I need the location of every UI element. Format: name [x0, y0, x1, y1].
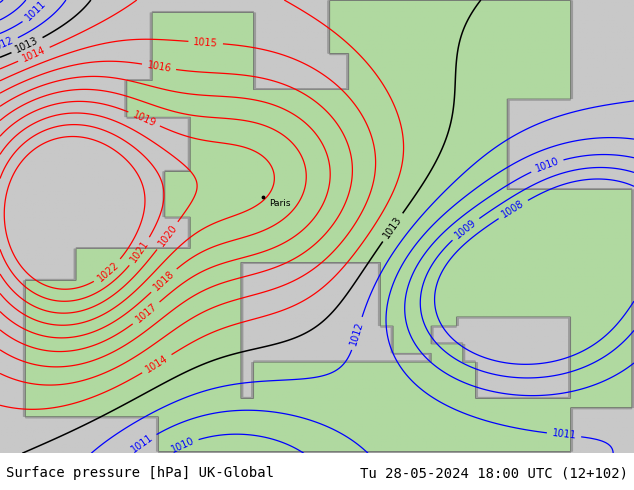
Text: Tu 28-05-2024 18:00 UTC (12+102): Tu 28-05-2024 18:00 UTC (12+102) [359, 466, 628, 481]
Text: 1010: 1010 [169, 436, 196, 455]
Text: 1010: 1010 [534, 156, 560, 174]
Text: 1012: 1012 [349, 320, 365, 347]
Text: Surface pressure [hPa] UK-Global: Surface pressure [hPa] UK-Global [6, 466, 275, 481]
Text: 1013: 1013 [14, 36, 41, 55]
Text: Paris: Paris [269, 199, 291, 208]
Text: 1012: 1012 [0, 35, 15, 54]
Text: 1020: 1020 [156, 223, 179, 248]
Text: 1015: 1015 [193, 37, 218, 49]
Text: 1021: 1021 [129, 239, 151, 265]
Text: 1017: 1017 [134, 301, 159, 325]
Text: 1009: 1009 [453, 218, 478, 241]
Text: 1018: 1018 [152, 269, 176, 293]
Text: 1014: 1014 [144, 353, 170, 374]
Text: 1022: 1022 [95, 260, 120, 283]
Text: 1016: 1016 [146, 60, 172, 74]
Text: 1011: 1011 [552, 428, 577, 441]
Text: 1019: 1019 [131, 109, 157, 128]
Text: 1008: 1008 [500, 198, 526, 220]
Text: 1013: 1013 [382, 215, 404, 240]
Text: 1014: 1014 [21, 45, 47, 64]
Text: 1011: 1011 [129, 433, 155, 455]
Text: 1011: 1011 [23, 0, 48, 23]
